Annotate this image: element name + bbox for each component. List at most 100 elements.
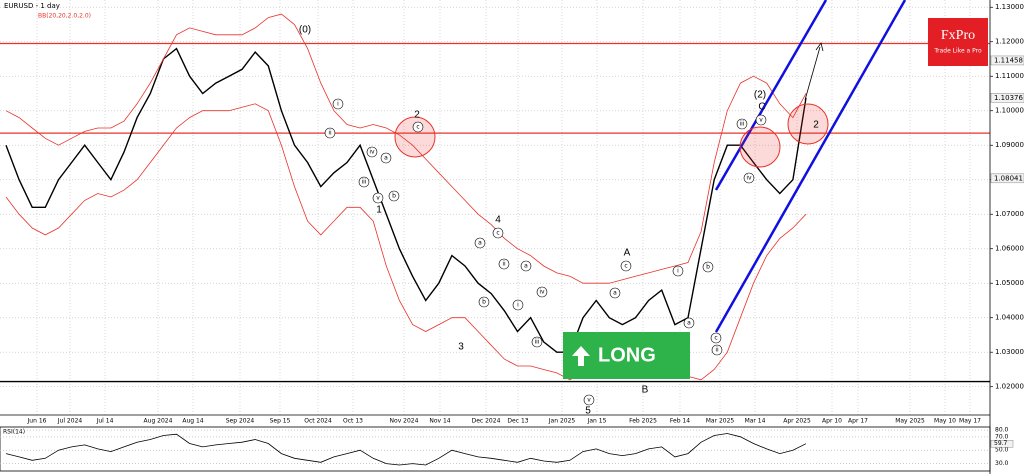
wave-label-circle	[492, 227, 504, 239]
x-tick-label: Oct 2024	[304, 418, 332, 425]
x-tick-label: Feb 14	[670, 418, 690, 425]
x-tick-label: Sep 2024	[226, 418, 255, 425]
target-arrow-head	[815, 42, 824, 52]
wave-label: 4	[495, 215, 501, 226]
wave-label-circle	[710, 332, 722, 344]
wave-label: b	[482, 299, 486, 306]
logo-brand: FxPro	[941, 28, 975, 43]
x-tick-label: Aug 2024	[144, 418, 173, 425]
wave-label: B	[642, 385, 649, 396]
x-tick-label: Sep 15	[270, 418, 291, 425]
rsi-tick-label: 80.0	[995, 427, 1009, 434]
y-tick-label: 1.06000	[995, 245, 1024, 253]
wave-label: C	[758, 102, 765, 113]
x-tick-label: Mar 14	[745, 418, 766, 425]
wave-label: a	[613, 290, 617, 297]
x-tick-label: Apr 17	[848, 418, 868, 425]
wave-label: A	[624, 248, 631, 259]
rsi-current-label: 59.7	[994, 440, 1008, 447]
x-tick-label: Jul 2024	[57, 418, 83, 425]
logo-box	[928, 18, 988, 66]
wave-label: b	[706, 264, 710, 271]
price-marker-label: 1.10376	[994, 94, 1023, 102]
wave-label: v	[759, 117, 763, 124]
y-tick-label: 1.05000	[995, 279, 1024, 287]
x-tick-label: Dec 13	[507, 418, 528, 425]
wave-label-circle	[736, 118, 748, 130]
wave-label: v	[587, 397, 591, 404]
chart-title: EURUSD - 1 day	[4, 2, 60, 10]
target-arrow	[804, 46, 821, 101]
rsi-tick-label: 70.0	[995, 433, 1009, 440]
x-tick-label: May 2025	[895, 418, 925, 425]
rsi-tick-label: 30.0	[995, 460, 1009, 467]
x-tick-label: Nov 14	[429, 418, 450, 425]
price-line	[5, 47, 807, 353]
wave-label-circle	[620, 260, 632, 272]
rsi-label: RSI(14)	[3, 429, 25, 436]
indicator-label: BB(20,20,2.0,2.0)	[38, 13, 91, 20]
wave-label-circle	[380, 152, 392, 164]
price-marker	[990, 55, 1024, 66]
x-tick-label: Apr 2025	[783, 418, 811, 425]
wave-label-circle	[366, 146, 378, 158]
rsi-line	[5, 433, 807, 466]
y-tick-label: 1.09000	[995, 141, 1024, 149]
wave-label-circle	[512, 299, 524, 311]
wave-label: a	[478, 240, 482, 247]
x-tick-label: Jan 2025	[548, 418, 576, 425]
y-tick-label: 1.04000	[995, 314, 1024, 322]
wave-label-circle	[683, 317, 695, 329]
highlight-circle	[739, 126, 781, 168]
x-tick-label: May 17	[959, 418, 981, 425]
wave-label: i	[517, 302, 519, 309]
wave-label-circle	[520, 260, 532, 272]
wave-label: (2)	[754, 90, 766, 101]
x-tick-label: Jun 16	[27, 418, 47, 425]
x-tick-label: Dec 2024	[472, 418, 501, 425]
wave-label-circle	[536, 286, 548, 298]
wave-label: ii	[502, 261, 506, 268]
highlight-circle	[394, 116, 436, 158]
wave-label: ii	[328, 130, 332, 137]
wave-label-circle	[332, 98, 344, 110]
wave-label-circle	[755, 114, 767, 126]
price-marker	[990, 173, 1024, 184]
wave-label: 2	[414, 110, 420, 121]
wave-label: b	[392, 193, 396, 200]
wave-label-circle	[388, 190, 400, 202]
x-tick-label: May 10	[934, 418, 956, 425]
rsi-current-box	[990, 439, 1014, 448]
wave-label: iv	[746, 175, 752, 182]
wave-label-circle	[412, 121, 424, 133]
x-tick-label: Apr 10	[822, 418, 842, 425]
y-tick-label: 1.11000	[995, 72, 1024, 80]
wave-label-circle	[474, 237, 486, 249]
x-tick-label: Nov 2024	[390, 418, 419, 425]
x-tick-label: Mar 2025	[706, 418, 735, 425]
wave-label: 2	[813, 120, 819, 131]
wave-label: ii	[715, 347, 719, 354]
wave-label: c	[496, 230, 499, 237]
wave-label: iv	[369, 149, 375, 156]
signal-arrow	[572, 346, 590, 366]
wave-label: c	[416, 124, 419, 131]
wave-label: 3	[458, 342, 464, 353]
x-tick-label: Feb 2025	[629, 418, 657, 425]
y-tick-label: 1.12000	[995, 38, 1024, 46]
wave-label: i	[677, 268, 679, 275]
price-marker-label: 1.08041	[994, 174, 1023, 182]
wave-label: iv	[539, 289, 545, 296]
x-tick-label: Aug 14	[182, 418, 203, 425]
wave-label: 1	[376, 205, 382, 216]
logo-tagline: Trade Like a Pro	[933, 48, 982, 55]
wave-label: c	[624, 263, 627, 270]
y-tick-label: 1.07000	[995, 210, 1024, 218]
wave-label: c	[714, 335, 717, 342]
y-tick-label: 1.03000	[995, 348, 1024, 356]
wave-label: iii	[361, 179, 366, 186]
wave-label-circle	[372, 192, 384, 204]
wave-label: a	[687, 320, 691, 327]
wave-label-circle	[358, 176, 370, 188]
